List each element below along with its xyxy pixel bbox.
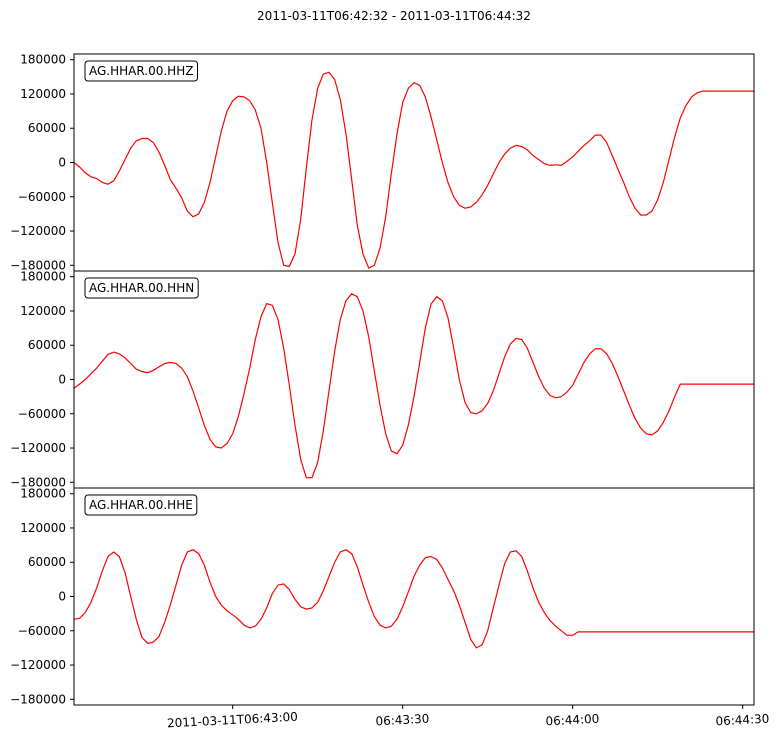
y-tick-label: −120000 — [10, 658, 66, 672]
y-tick-label: −120000 — [10, 224, 66, 238]
panel-2: −180000 −120000 −60000 0 60000 120000 180000 AG… — [10, 270, 755, 489]
panel-frame-1 — [73, 53, 755, 272]
y-tick-label: −120000 — [10, 441, 66, 455]
y-tick-label: −180000 — [10, 692, 66, 706]
station-label: AG.HHAR.00.HHZ — [89, 64, 193, 78]
y-tick-label: 180000 — [20, 487, 66, 501]
y-tick-label: 180000 — [20, 270, 66, 284]
x-tick-label: 06:44:00 — [545, 712, 600, 729]
y-tick-label: 120000 — [20, 87, 66, 101]
station-label-box — [84, 277, 199, 299]
y-tick-label: 0 — [58, 373, 66, 387]
panel-3: −180000 −120000 −60000 0 60000 120000 180000 AG… — [10, 487, 755, 706]
y-tick-label: 120000 — [20, 521, 66, 535]
y-tick-label: 60000 — [28, 555, 66, 569]
station-label-box — [84, 494, 198, 516]
panel-frame-2 — [73, 270, 755, 489]
y-tick-label: 0 — [58, 590, 66, 604]
y-tick-label: −180000 — [10, 475, 66, 489]
y-tick-label: 120000 — [20, 304, 66, 318]
y-tick-label: 60000 — [28, 121, 66, 135]
station-label: AG.HHAR.00.HHE — [89, 498, 193, 512]
chart-title: 2011-03-11T06:42:32 - 2011-03-11T06:44:3… — [257, 9, 531, 23]
y-tick-label: 180000 — [20, 53, 66, 67]
series-line-3 — [74, 549, 754, 649]
station-label: AG.HHAR.00.HHN — [89, 281, 194, 295]
y-tick-label: −60000 — [18, 190, 66, 204]
panel-1: −180000 −120000 −60000 0 60000 120000 180000 AG… — [10, 53, 755, 272]
x-tick-label: 06:44:30 — [715, 712, 770, 729]
series-line-1 — [74, 71, 754, 269]
y-tick-label: −180000 — [10, 258, 66, 272]
series-line-2 — [74, 293, 754, 479]
y-tick-label: 60000 — [28, 338, 66, 352]
x-tick-label: 06:43:30 — [375, 712, 430, 729]
y-tick-label: −60000 — [18, 407, 66, 421]
x-tick-label: 2011-03-11T06:43:00 — [167, 710, 299, 731]
trace-panels: −180000 −120000 −60000 0 60000 120000 180000 AG… — [10, 53, 755, 706]
y-tick-label: −60000 — [18, 624, 66, 638]
station-label-box — [84, 60, 198, 82]
panel-frame-3 — [73, 487, 755, 706]
y-tick-label: 0 — [58, 156, 66, 170]
x-axis: 2011-03-11T06:43:00 06:43:30 06:44:00 06:44… — [167, 705, 770, 730]
